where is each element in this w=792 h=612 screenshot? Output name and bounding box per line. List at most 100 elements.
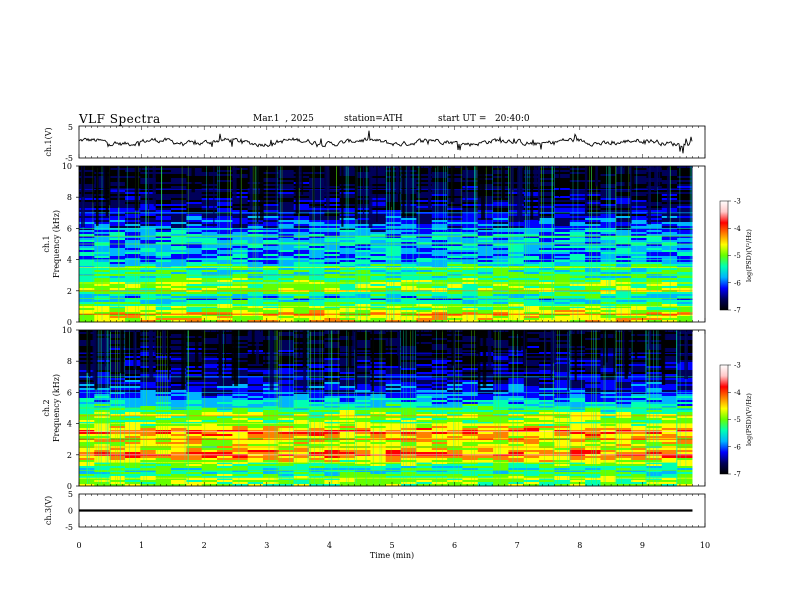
spectrogram-cell [339,262,356,265]
spectrogram-cell [585,364,601,367]
spectrogram-cell [217,372,233,375]
spectrogram-cell [646,400,663,403]
spectrogram-cell [232,394,249,397]
spectrogram-cell [539,252,555,255]
spectrogram-cell [554,384,571,387]
spectrogram-cell [79,304,95,307]
spectrogram-cell [585,396,601,399]
spectrogram-cell [125,382,141,385]
ch1-waveform-trace [78,130,693,154]
spectrogram-cell [431,312,448,315]
spectrogram-cell [201,168,218,171]
spectrogram-cell [125,180,141,183]
spectrogram-cell [201,346,218,349]
spectrogram-cell [263,314,279,317]
spectrogram-cell [278,200,295,203]
spectrogram-cell [217,348,233,351]
spectrogram-cell [186,356,203,359]
spectrogram-cell [370,270,387,273]
spectrogram-cell [539,396,555,399]
spectrogram-cell [125,342,141,345]
spectrogram-cell [217,186,233,189]
spectrogram-cell [355,362,371,365]
spectrogram-cell [462,184,479,187]
spectrogram-cell [462,312,479,315]
spectrogram-cell [447,314,463,317]
spectrogram-cell [677,246,693,249]
spectrogram-cell [523,382,540,385]
spectrogram-cell [247,232,264,235]
spectrogram-cell [186,370,203,373]
spectrogram-cell [585,264,601,267]
spectrogram-cell [109,292,126,295]
spectrogram-cell [431,264,448,267]
spectrogram-cell [140,400,157,403]
spectrogram-cell [554,396,571,399]
spectrogram-cell [585,406,601,409]
spectrogram-cell [539,380,555,383]
spectrogram-cell [324,336,341,339]
spectrogram-cell [646,364,663,367]
spectrogram-cell [508,390,525,393]
spectrogram-cell [171,170,187,173]
spectrogram-cell [554,238,571,241]
spectrogram-cell [155,260,172,263]
spectrogram-cell [447,286,463,289]
spectrogram-cell [293,362,310,365]
spectrogram-cell [646,200,663,203]
spectrogram-cell [477,240,494,243]
spectrogram-cell [646,246,663,249]
spectrogram-cell [600,400,617,403]
spectrogram-cell [217,404,233,407]
spectrogram-cell [278,218,295,221]
spectrogram-cell [508,228,525,231]
spectrogram-cell [79,278,95,281]
spectrogram-cell [201,370,218,373]
spectrogram-cell [661,406,678,409]
spectrogram-cell [523,248,540,251]
spectrogram-cell [462,250,479,253]
spectrogram-cell [324,410,341,413]
spectrogram-cell [600,286,617,289]
spectrogram-cell [171,256,187,259]
spectrogram-cell [508,402,525,405]
spectrogram-cell [186,236,203,239]
spectrogram-cell [554,174,571,177]
spectrogram-cell [493,410,509,413]
spectrogram-cell [631,392,647,395]
spectrogram-cell [523,304,540,307]
spectrogram-cell [186,330,203,333]
spectrogram-cell [155,174,172,177]
spectrogram-cell [263,186,279,189]
spectrogram-cell [677,200,693,203]
spectrogram-cell [186,334,203,337]
spectrogram-cell [416,196,433,199]
spectrogram-cell [186,252,203,255]
spectrogram-cell [370,378,387,381]
spectrogram-cell [615,286,632,289]
spectrogram-cell [79,256,95,259]
spectrogram-cell [201,392,218,395]
spectrogram-cell [416,378,433,381]
spectrogram-cell [615,376,632,379]
spectrogram-cell [539,226,555,229]
spectrogram-cell [94,356,111,359]
spectrogram-cell [171,318,187,321]
spectrogram-cell [140,348,157,351]
spectrogram-cell [339,362,356,365]
spectrogram-cell [600,372,617,375]
spectrogram-cell [186,218,203,221]
spectrogram-cell [309,350,325,353]
spectrogram-cell [631,382,647,385]
spectrogram-cell [585,256,601,259]
spectrogram-cell [585,198,601,201]
spectrogram-cell [263,246,279,249]
spectrogram-cell [385,344,402,347]
spectrogram-cell [401,252,417,255]
spectrogram-cell [201,388,218,391]
spectrogram-cell [201,240,218,243]
spectrogram-cell [615,380,632,383]
spectrogram-cell [171,176,187,179]
spectrogram-cell [293,208,310,211]
spectrogram-cell [201,256,218,259]
